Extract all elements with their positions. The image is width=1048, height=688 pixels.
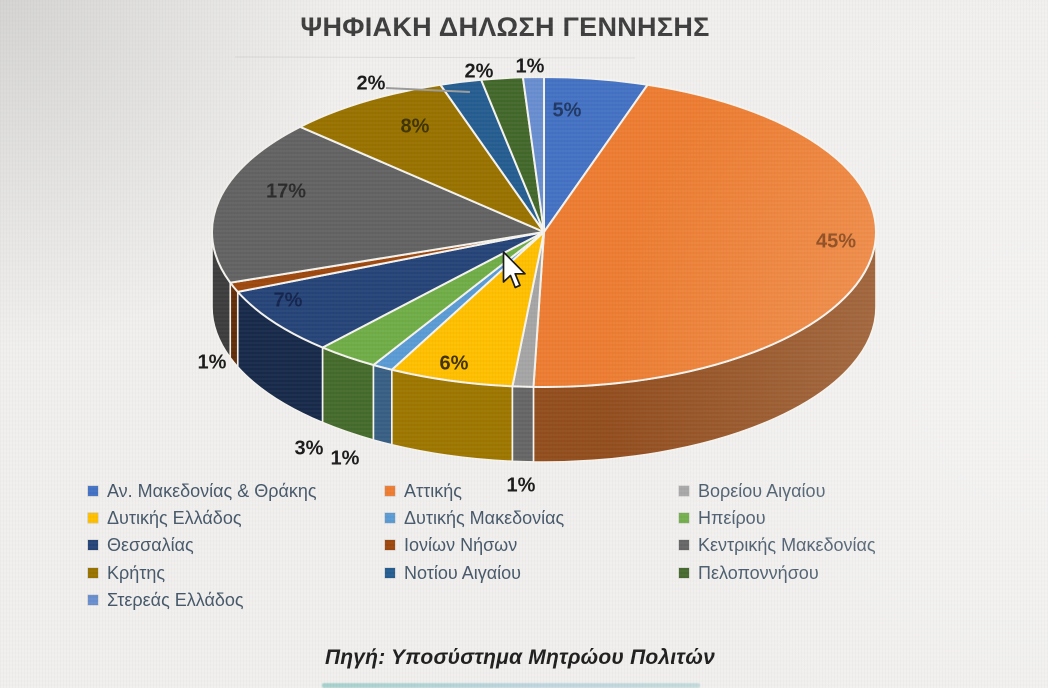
legend-label: Αττικής: [404, 480, 462, 501]
pie-slice-6: [236, 231, 545, 349]
pie-slice-12: [521, 76, 545, 233]
pie-slice-wall-2: [511, 385, 535, 463]
legend-item-10: Νοτίου Αιγαίου: [385, 564, 679, 582]
legend-item-7: Ιονίων Νήσων: [385, 536, 679, 554]
pie-slice-wall-4: [372, 363, 393, 446]
legend-label: Στερεάς Ελλάδος: [107, 589, 244, 610]
scan-artifact: [322, 683, 700, 688]
legend-item-5: Ηπείρου: [679, 509, 949, 527]
legend-swatch: [88, 540, 98, 551]
legend-swatch: [88, 485, 98, 496]
legend-item-0: Αν. Μακεδονίας & Θράκης: [88, 482, 385, 500]
legend-item-2: Βορείου Αιγαίου: [679, 482, 949, 500]
legend-swatch: [679, 567, 689, 578]
legend-item-4: Δυτικής Μακεδονίας: [385, 509, 679, 527]
legend-label: Θεσσαλίας: [107, 535, 194, 556]
pie-slice-9: [299, 83, 545, 233]
pie-slice-1: [532, 83, 877, 388]
legend-label: Κρήτης: [107, 562, 166, 583]
legend-swatch: [88, 567, 98, 578]
legend-label: Δυτικής Ελλάδος: [107, 507, 242, 528]
legend-label: Ηπείρου: [698, 507, 766, 528]
legend-swatch: [88, 594, 98, 605]
legend-swatch: [385, 485, 395, 496]
source-note: Πηγή: Υποσύστημα Μητρώου Πολιτών: [325, 646, 715, 669]
legend-swatch: [679, 485, 689, 496]
legend-swatch: [385, 540, 395, 551]
legend-item-9: Κρήτης: [88, 564, 385, 582]
legend-label: Βορείου Αιγαίου: [698, 480, 826, 501]
legend-label: Δυτικής Μακεδονίας: [404, 507, 565, 528]
legend-label: Νοτίου Αιγαίου: [404, 562, 521, 583]
legend-swatch: [88, 512, 98, 523]
legend-label: Πελοποννήσου: [698, 562, 819, 583]
legend-swatch: [679, 540, 689, 551]
legend-swatch: [679, 512, 689, 523]
mouse-cursor-icon: [502, 251, 526, 289]
legend-item-8: Κεντρικής Μακεδονίας: [679, 536, 949, 554]
chart-title: ΨΗΦΙΑΚΗ ΔΗΛΩΣΗ ΓΕΝΝΗΣΗΣ: [300, 12, 710, 42]
legend-swatch: [385, 512, 395, 523]
legend-label: Ιονίων Νήσων: [404, 535, 518, 556]
legend-label: Αν. Μακεδονίας & Θράκης: [107, 480, 317, 501]
legend-label: Κεντρικής Μακεδονίας: [698, 535, 876, 556]
legend-item-3: Δυτικής Ελλάδος: [88, 509, 385, 527]
legend-item-6: Θεσσαλίας: [88, 536, 385, 554]
legend-swatch: [385, 567, 395, 578]
pie-slice-8: [211, 125, 545, 284]
legend-item-12: Στερεάς Ελλάδος: [88, 591, 385, 609]
pie-slice-wall-7: [229, 280, 239, 369]
chart-legend: Αν. Μακεδονίας & Θράκης Αττικής Βορείου Αι…: [88, 477, 968, 613]
legend-item-1: Αττικής: [385, 482, 679, 500]
legend-item-11: Πελοποννήσου: [679, 564, 949, 582]
